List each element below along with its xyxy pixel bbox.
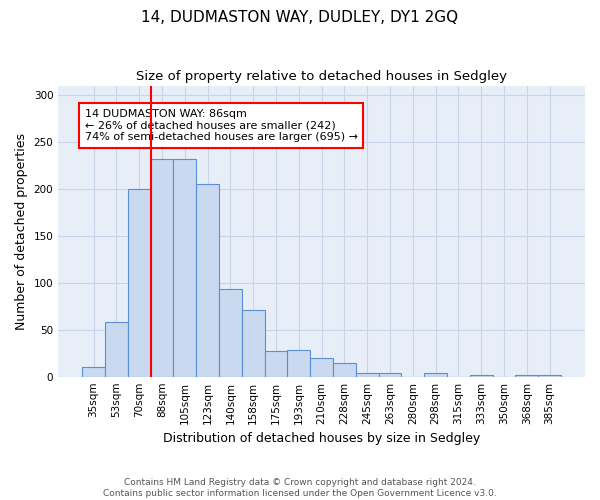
Title: Size of property relative to detached houses in Sedgley: Size of property relative to detached ho… — [136, 70, 507, 83]
Bar — [82, 368, 105, 376]
Bar — [424, 373, 447, 376]
X-axis label: Distribution of detached houses by size in Sedgley: Distribution of detached houses by size … — [163, 432, 480, 445]
Bar — [333, 362, 356, 376]
Bar — [265, 352, 287, 376]
Text: 14 DUDMASTON WAY: 86sqm
← 26% of detached houses are smaller (242)
74% of semi-d: 14 DUDMASTON WAY: 86sqm ← 26% of detache… — [85, 109, 358, 142]
Bar — [356, 373, 379, 376]
Bar — [151, 159, 173, 376]
Bar — [287, 350, 310, 376]
Bar — [219, 290, 242, 376]
Bar — [310, 358, 333, 376]
Bar — [538, 375, 561, 376]
Bar — [196, 184, 219, 376]
Bar — [470, 375, 493, 376]
Text: Contains HM Land Registry data © Crown copyright and database right 2024.
Contai: Contains HM Land Registry data © Crown c… — [103, 478, 497, 498]
Text: 14, DUDMASTON WAY, DUDLEY, DY1 2GQ: 14, DUDMASTON WAY, DUDLEY, DY1 2GQ — [142, 10, 458, 25]
Y-axis label: Number of detached properties: Number of detached properties — [15, 132, 28, 330]
Bar — [242, 310, 265, 376]
Bar — [379, 373, 401, 376]
Bar — [105, 322, 128, 376]
Bar — [515, 375, 538, 376]
Bar — [128, 189, 151, 376]
Bar — [173, 159, 196, 376]
